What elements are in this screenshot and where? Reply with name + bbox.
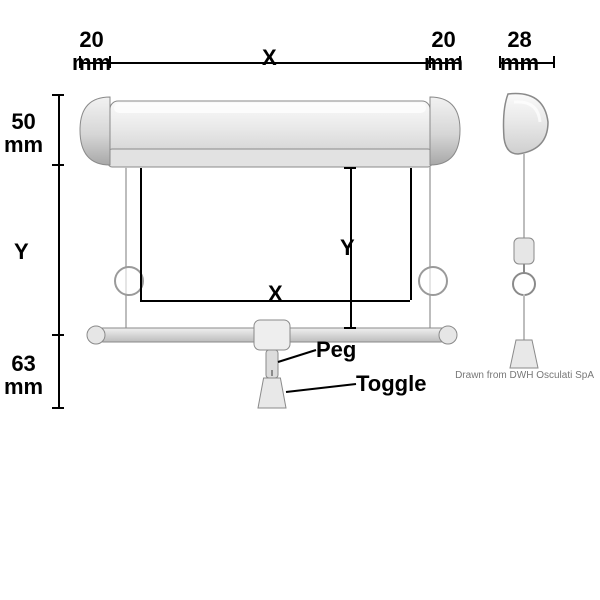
pointer-toggle: Toggle	[356, 372, 426, 395]
dim-label-tx: X	[262, 46, 277, 69]
dim-label-t20r: 20 mm	[424, 28, 463, 74]
dim-tick	[344, 167, 356, 169]
dim-label-innery: Y	[340, 236, 355, 259]
dim-tick	[52, 407, 64, 409]
dim-line	[58, 335, 60, 408]
dim-tick	[52, 334, 64, 336]
dim-label-l50: 50 mm	[4, 110, 43, 156]
dim-ext	[140, 168, 142, 300]
dim-tick	[109, 56, 111, 68]
dim-ext	[410, 168, 412, 300]
dim-tick	[52, 94, 64, 96]
dim-line	[58, 165, 60, 335]
dim-label-t28: 28 mm	[500, 28, 539, 74]
front-view	[70, 80, 550, 510]
dim-label-l63: 63 mm	[4, 352, 43, 398]
dim-label-ly: Y	[14, 240, 29, 263]
dim-label-innerx: X	[268, 282, 283, 305]
dim-tick	[553, 56, 555, 68]
dim-tick	[52, 164, 64, 166]
dim-tick	[344, 327, 356, 329]
dim-line	[58, 95, 60, 165]
pointer-peg: Peg	[316, 338, 356, 361]
credit-text: Drawn from DWH Osculati SpA	[455, 370, 594, 381]
guide-ring	[418, 266, 448, 296]
dim-label-t20l: 20 mm	[72, 28, 111, 74]
